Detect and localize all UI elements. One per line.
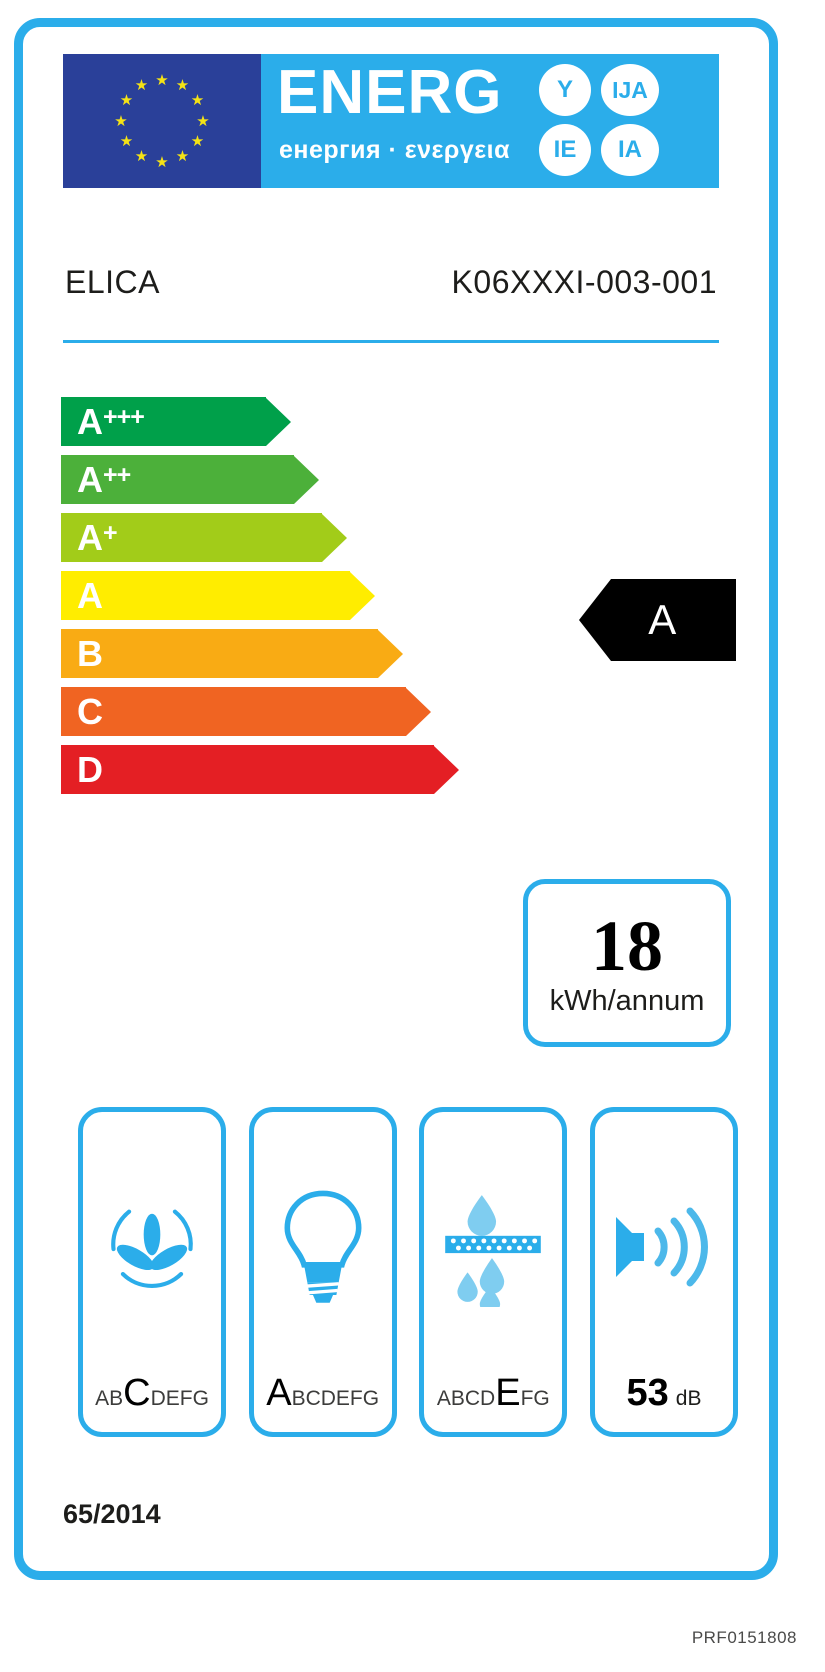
brand-model-row: ELICA K06XXXI-003-001: [63, 262, 719, 343]
eu-star-icon: ★: [175, 76, 190, 94]
eu-star-icon: ★: [119, 133, 134, 150]
language-badge-ia: IA: [601, 124, 659, 176]
fan-class-after: DEFG: [150, 1387, 209, 1410]
noise-level-unit: dB: [675, 1387, 702, 1410]
energy-class-bar: A: [61, 571, 481, 620]
grease-class-caption: ABCD E FG: [437, 1372, 550, 1416]
label-header: ★ ★ ★ ★ ★ ★ ★ ★ ★ ★ ★ ★ ENERG енергия · ενεργεια Y …: [63, 54, 719, 188]
energy-class-scale: A+++ A++ A+ A B C D: [61, 397, 481, 803]
fan-class-before: AB: [95, 1387, 124, 1410]
energy-class-label: A++: [77, 458, 131, 500]
energ-logo-band: ENERG енергия · ενεργεια Y IJA IE IA: [261, 54, 719, 188]
eu-star-icon: ★: [155, 153, 169, 171]
annual-energy-value: 18: [591, 906, 663, 986]
noise-level-caption: 53 dB: [626, 1372, 701, 1416]
eu-star-icon: ★: [119, 92, 134, 109]
energy-class-label: A+: [77, 516, 118, 558]
annual-energy-unit: kWh/annum: [549, 985, 705, 1017]
energy-class-bar: D: [61, 745, 481, 794]
energy-class-bar: B: [61, 629, 481, 678]
regulation-number: 65/2014: [63, 1499, 161, 1529]
energy-class-rating-arrow: A: [579, 579, 736, 661]
eu-star-icon: ★: [134, 76, 149, 94]
energy-class-bar: A++: [61, 455, 481, 504]
energy-label-card: ★ ★ ★ ★ ★ ★ ★ ★ ★ ★ ★ ★ ENERG енергия · ενεργεια Y …: [14, 18, 778, 1580]
grease-filter-icon: [424, 1122, 562, 1372]
lighting-class-caption: A BCDEFG: [266, 1372, 379, 1416]
lighting-efficiency-box: A BCDEFG: [248, 1107, 397, 1437]
fan-icon: [83, 1122, 221, 1372]
eu-star-icon: ★: [175, 148, 190, 165]
noise-level-box: 53 dB: [589, 1107, 738, 1437]
energy-class-label: A+++: [77, 400, 145, 442]
lighting-class-value: A: [266, 1372, 292, 1414]
noise-level-value: 53: [626, 1372, 669, 1414]
rating-arrow-body: A: [611, 579, 736, 661]
reference-code: PRF0151808: [691, 1628, 797, 1647]
grease-filtering-efficiency-box: ABCD E FG: [419, 1107, 568, 1437]
lighting-class-after: BCDEFG: [291, 1387, 380, 1410]
model-identifier: K06XXXI-003-001: [451, 264, 717, 300]
eu-star-icon: ★: [134, 148, 149, 165]
grease-class-value: E: [495, 1372, 521, 1414]
speaker-icon: [595, 1122, 733, 1372]
eu-star-icon: ★: [190, 133, 205, 150]
energ-subtitle: енергия · ενεργεια: [279, 136, 510, 164]
energy-class-label: B: [77, 632, 103, 674]
eu-star-icon: ★: [114, 112, 128, 130]
energ-wordmark: ENERG: [277, 58, 503, 127]
grease-class-after: FG: [520, 1387, 550, 1410]
language-badge-y: Y: [539, 64, 591, 116]
fan-class-value: C: [123, 1372, 151, 1414]
energy-class-label: C: [77, 690, 103, 732]
language-badge-ija: IJA: [601, 64, 659, 116]
supplier-brand: ELICA: [65, 264, 160, 300]
eu-flag-icon: ★ ★ ★ ★ ★ ★ ★ ★ ★ ★ ★ ★: [63, 54, 261, 188]
light-bulb-icon: [254, 1122, 392, 1372]
fluid-dynamic-efficiency-box: AB C DEFG: [78, 1107, 226, 1437]
annual-energy-consumption-box: 18 kWh/annum: [523, 879, 731, 1047]
rating-arrow-tip: [579, 579, 611, 661]
eu-star-icon: ★: [196, 112, 210, 130]
energy-class-bar: A+: [61, 513, 481, 562]
energy-class-bar: C: [61, 687, 481, 736]
energy-class-bar: A+++: [61, 397, 481, 446]
energy-class-label: A: [77, 574, 103, 616]
eu-star-icon: ★: [190, 92, 205, 109]
pictogram-row: AB C DEFG A BCDEFG: [78, 1107, 738, 1437]
energy-class-label: D: [77, 748, 103, 790]
eu-star-icon: ★: [155, 71, 169, 89]
fan-class-caption: AB C DEFG: [95, 1372, 209, 1416]
language-badge-ie: IE: [539, 124, 591, 176]
grease-class-before: ABCD: [436, 1387, 496, 1410]
rating-class-letter: A: [648, 596, 677, 643]
